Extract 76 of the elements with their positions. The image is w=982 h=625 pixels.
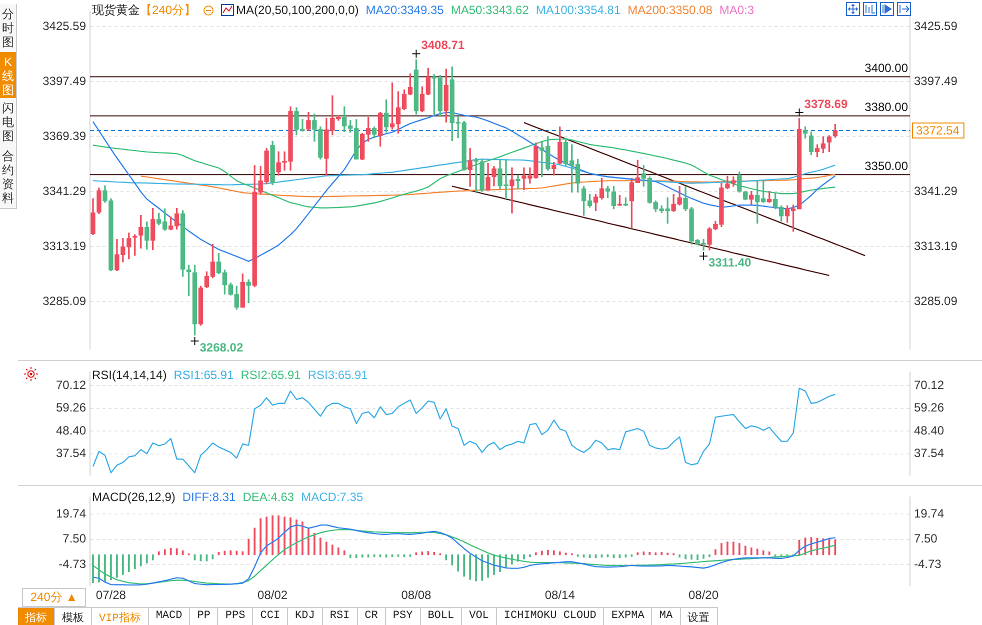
text: 指标 [18,608,55,625]
y-tick-label: 7.50 [62,532,86,546]
y2-tick-label: 19.74 [914,506,944,520]
chart-subtitle: 【240分】 [140,3,196,17]
y-tick-label: -4.73 [58,556,86,571]
text: K线图 [0,52,17,101]
ref-line-label: 3380.00 [864,100,908,114]
x-tick-label: 08/14 [544,588,576,602]
text: CR [358,608,386,625]
text: 3378.69 [804,96,848,111]
legend-title: RSI(14,14,14) [92,368,167,382]
text: VOL [462,608,497,625]
legend-title: MA(20,50,100,200,0,0) [236,3,359,17]
text: EXPMA [604,608,652,625]
y-tick-label: 3313.19 [42,238,86,253]
annotation: RSI3:65.91 [308,368,368,382]
text: CCI [253,608,288,625]
y-tick-label: 37.54 [56,446,86,460]
text: ICHIMOKU CLOUD [496,608,604,625]
text: MA [652,608,681,625]
y2-tick-label: 3313.19 [914,238,958,253]
y-tick-label: 19.74 [56,506,86,520]
y2-tick-label: 3285.09 [914,294,958,308]
text: PPS [218,608,254,625]
annotation: MA0:3 [719,3,754,17]
y-tick-label: 59.26 [56,400,86,415]
text: 分时图 [0,4,17,53]
text: 3311.40 [708,255,752,270]
text: KDJ [288,608,323,625]
y2-tick-label: -4.73 [914,556,942,571]
text: MA20:3349.35 [366,3,444,17]
text: VIP指标 [92,608,149,625]
y2-tick-label: 3341.29 [914,184,958,198]
text: DIFF:8.31 [182,490,236,504]
x-tick-label: 07/28 [96,588,126,602]
ref-line-label: 3372.54 [916,123,960,138]
y2-tick-label: 3397.49 [914,74,958,88]
annotation: RSI2:65.91 [240,368,301,382]
text: 3408.71 [421,38,465,52]
y-tick-label: 48.40 [56,423,86,438]
y2-tick-label: 3425.59 [914,18,958,33]
annotation: MACD:7.35 [301,490,364,504]
text: BOLL [420,608,462,625]
text: 设置 [680,608,718,625]
y-tick-label: 3369.39 [42,128,86,143]
y-tick-label: 3397.49 [42,74,86,88]
y2-tick-label: 70.12 [914,378,944,392]
text: RSI [322,608,358,625]
y2-tick-label: 7.50 [914,532,938,546]
text: 闪电图 [0,98,17,147]
text: MACD [148,608,190,625]
ref-line-label: 3400.00 [864,61,908,76]
text: MA200:3350.08 [628,3,712,17]
y-tick-label: 3341.29 [42,184,86,198]
text: 合约资料 [0,146,17,209]
x-tick-label: 08/08 [401,588,432,602]
text: DEA:4.63 [242,490,294,504]
y-tick-label: 3285.09 [42,294,86,308]
text: MA100:3354.81 [536,3,621,17]
text: 模板 [55,608,92,625]
x-tick-label: 08/02 [258,588,288,602]
y2-tick-label: 59.26 [914,400,944,415]
x-tick-label: 08/20 [688,588,719,602]
legend-title: MACD(26,12,9) [92,490,176,504]
y-tick-label: 3425.59 [42,18,86,33]
y2-tick-label: 48.40 [914,423,944,438]
text: MA50:3343.62 [450,3,529,17]
chart-title: 现货黄金 [92,3,140,17]
ref-line-label: 3350.00 [864,158,908,173]
text: RSI1:65.91 [174,368,234,382]
text: PP [190,608,218,625]
text: 240分 ▲ [22,588,86,607]
y2-tick-label: 37.54 [914,446,944,460]
y-tick-label: 70.12 [56,378,86,392]
text: 3268.02 [200,340,244,354]
text: PSY [386,608,421,625]
